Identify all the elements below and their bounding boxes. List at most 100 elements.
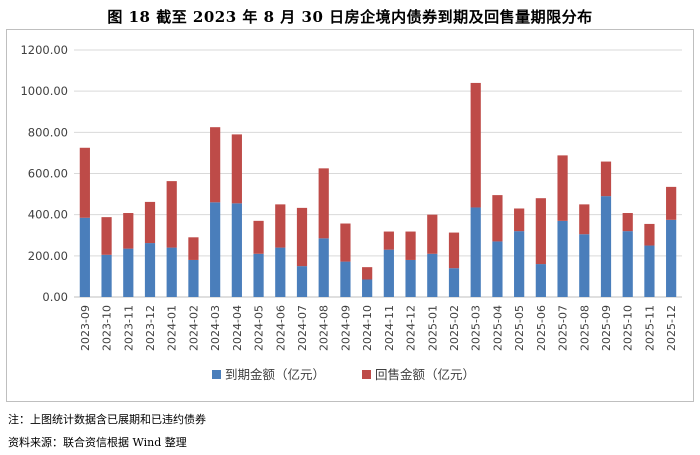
bar-maturity-2023-10	[101, 254, 112, 297]
bar-maturity-2023-09	[79, 217, 90, 297]
bar-putback-2024-09	[340, 223, 351, 262]
bar-putback-2025-11	[644, 223, 655, 246]
x-tick-label: 2025-11	[643, 305, 656, 351]
x-tick-label: 2024-12	[405, 305, 418, 351]
bar-maturity-2025-02	[448, 268, 460, 297]
stacked-bar-chart: 0.00 200.00 400.00 600.00 800.00 1000.00 1200.…	[20, 43, 682, 382]
bar-putback-2025-03	[470, 82, 481, 208]
bar-putback-2025-09	[600, 161, 612, 197]
x-tick-label: 2024-08	[318, 305, 331, 351]
bar-maturity-2024-09	[340, 261, 351, 297]
x-tick-label: 2025-10	[622, 305, 635, 351]
bar-maturity-2024-08	[318, 238, 329, 297]
bar-putback-2025-04	[492, 195, 503, 242]
x-tick-label: 2023-09	[79, 305, 92, 351]
bar-putback-2025-10	[622, 213, 633, 232]
bar-maturity-2024-03	[210, 202, 221, 297]
y-tick-label: 1000.00	[20, 84, 68, 98]
bar-putback-2025-06	[535, 198, 546, 265]
bar-maturity-2025-08	[579, 234, 590, 297]
bar-maturity-2025-03	[470, 207, 481, 297]
x-tick-label: 2025-07	[557, 305, 570, 351]
bar-putback-2023-11	[123, 213, 134, 249]
x-tick-label: 2025-03	[470, 305, 483, 351]
x-tick-label: 2025-12	[665, 305, 678, 351]
x-tick-label: 2024-02	[187, 305, 200, 351]
x-tick-label: 2025-02	[448, 305, 461, 351]
x-tick-label: 2024-07	[296, 305, 309, 351]
bar-putback-2024-02	[188, 237, 199, 260]
y-tick-label: 800.00	[28, 125, 68, 139]
x-tick-label: 2023-10	[101, 305, 114, 351]
bar-putback-2025-07	[557, 155, 568, 221]
legend-putback-swatch	[362, 370, 371, 379]
x-tick-label: 2024-10	[361, 305, 374, 351]
bar-putback-2023-12	[144, 201, 156, 244]
legend-maturity-swatch	[212, 370, 221, 379]
bar-putback-2024-12	[405, 231, 416, 260]
bar-maturity-2025-05	[514, 231, 525, 297]
bar-putback-2024-03	[210, 127, 221, 203]
bar-putback-2023-10	[101, 217, 112, 255]
bar-putback-2024-08	[318, 168, 329, 239]
bar-putback-2025-12	[666, 186, 677, 220]
bar-putback-2024-05	[253, 220, 264, 254]
bar-maturity-2024-06	[275, 247, 286, 297]
bar-maturity-2024-04	[231, 203, 242, 297]
x-tick-label: 2023-11	[122, 305, 135, 351]
source-note: 资料来源：联合资信根据 Wind 整理	[8, 436, 187, 449]
x-tick-label: 2024-09	[339, 305, 352, 351]
y-tick-label: 600.00	[28, 167, 68, 181]
x-tick-label: 2024-11	[383, 305, 396, 351]
y-tick-label: 0.00	[42, 290, 68, 304]
bar-maturity-2024-10	[362, 279, 373, 297]
y-tick-label: 400.00	[28, 208, 68, 222]
bar-maturity-2024-07	[296, 266, 308, 297]
x-tick-label: 2025-04	[491, 305, 504, 351]
bar-putback-2024-04	[231, 134, 242, 204]
x-tick-label: 2023-12	[144, 305, 157, 351]
legend-maturity-label: 到期金额（亿元）	[225, 367, 325, 382]
y-tick-label: 200.00	[28, 249, 68, 263]
x-tick-label: 2024-03	[209, 305, 222, 351]
bar-maturity-2024-01	[166, 247, 177, 297]
bar-putback-2023-09	[79, 147, 90, 218]
bar-maturity-2023-12	[144, 243, 156, 297]
bar-maturity-2024-05	[253, 253, 264, 297]
bar-maturity-2024-12	[405, 259, 416, 297]
bar-maturity-2025-11	[644, 245, 655, 297]
x-tick-label: 2025-08	[578, 305, 591, 351]
bar-maturity-2024-11	[383, 249, 394, 297]
y-tick-label: 1200.00	[20, 43, 68, 57]
bar-maturity-2025-01	[427, 253, 438, 297]
bar-putback-2024-10	[362, 267, 373, 280]
bar-maturity-2025-04	[492, 241, 503, 297]
x-tick-label: 2024-04	[231, 305, 244, 351]
x-tick-label: 2024-06	[274, 305, 287, 351]
bar-maturity-2025-06	[535, 264, 546, 297]
bar-maturity-2025-07	[557, 220, 568, 297]
bar-maturity-2025-10	[622, 231, 633, 297]
bar-putback-2024-06	[275, 204, 286, 248]
x-tick-label: 2025-06	[535, 305, 548, 351]
legend-putback-label: 回售金额（亿元）	[375, 367, 475, 382]
bar-putback-2024-11	[383, 231, 394, 250]
x-tick-label: 2025-09	[600, 305, 613, 351]
bar-maturity-2024-02	[188, 259, 199, 297]
bar-putback-2024-07	[296, 207, 308, 267]
x-tick-label: 2025-01	[426, 305, 439, 351]
chart-frame	[6, 29, 694, 402]
bar-putback-2024-01	[166, 181, 177, 248]
x-tick-label: 2024-05	[253, 305, 266, 351]
x-tick-label: 2025-05	[513, 305, 526, 351]
bar-maturity-2023-11	[123, 248, 134, 297]
x-tick-label: 2024-01	[166, 305, 179, 351]
bar-putback-2025-05	[514, 208, 525, 232]
bar-putback-2025-02	[448, 232, 460, 269]
bar-maturity-2025-09	[600, 196, 612, 297]
footnote: 注：上图统计数据含已展期和已违约债券	[8, 413, 206, 426]
bar-putback-2025-01	[427, 214, 438, 254]
bar-putback-2025-08	[579, 204, 590, 235]
chart-title: 图 18 截至 2023 年 8 月 30 日房企境内债券到期及回售量期限分布	[107, 8, 593, 26]
bar-maturity-2025-12	[666, 219, 677, 297]
